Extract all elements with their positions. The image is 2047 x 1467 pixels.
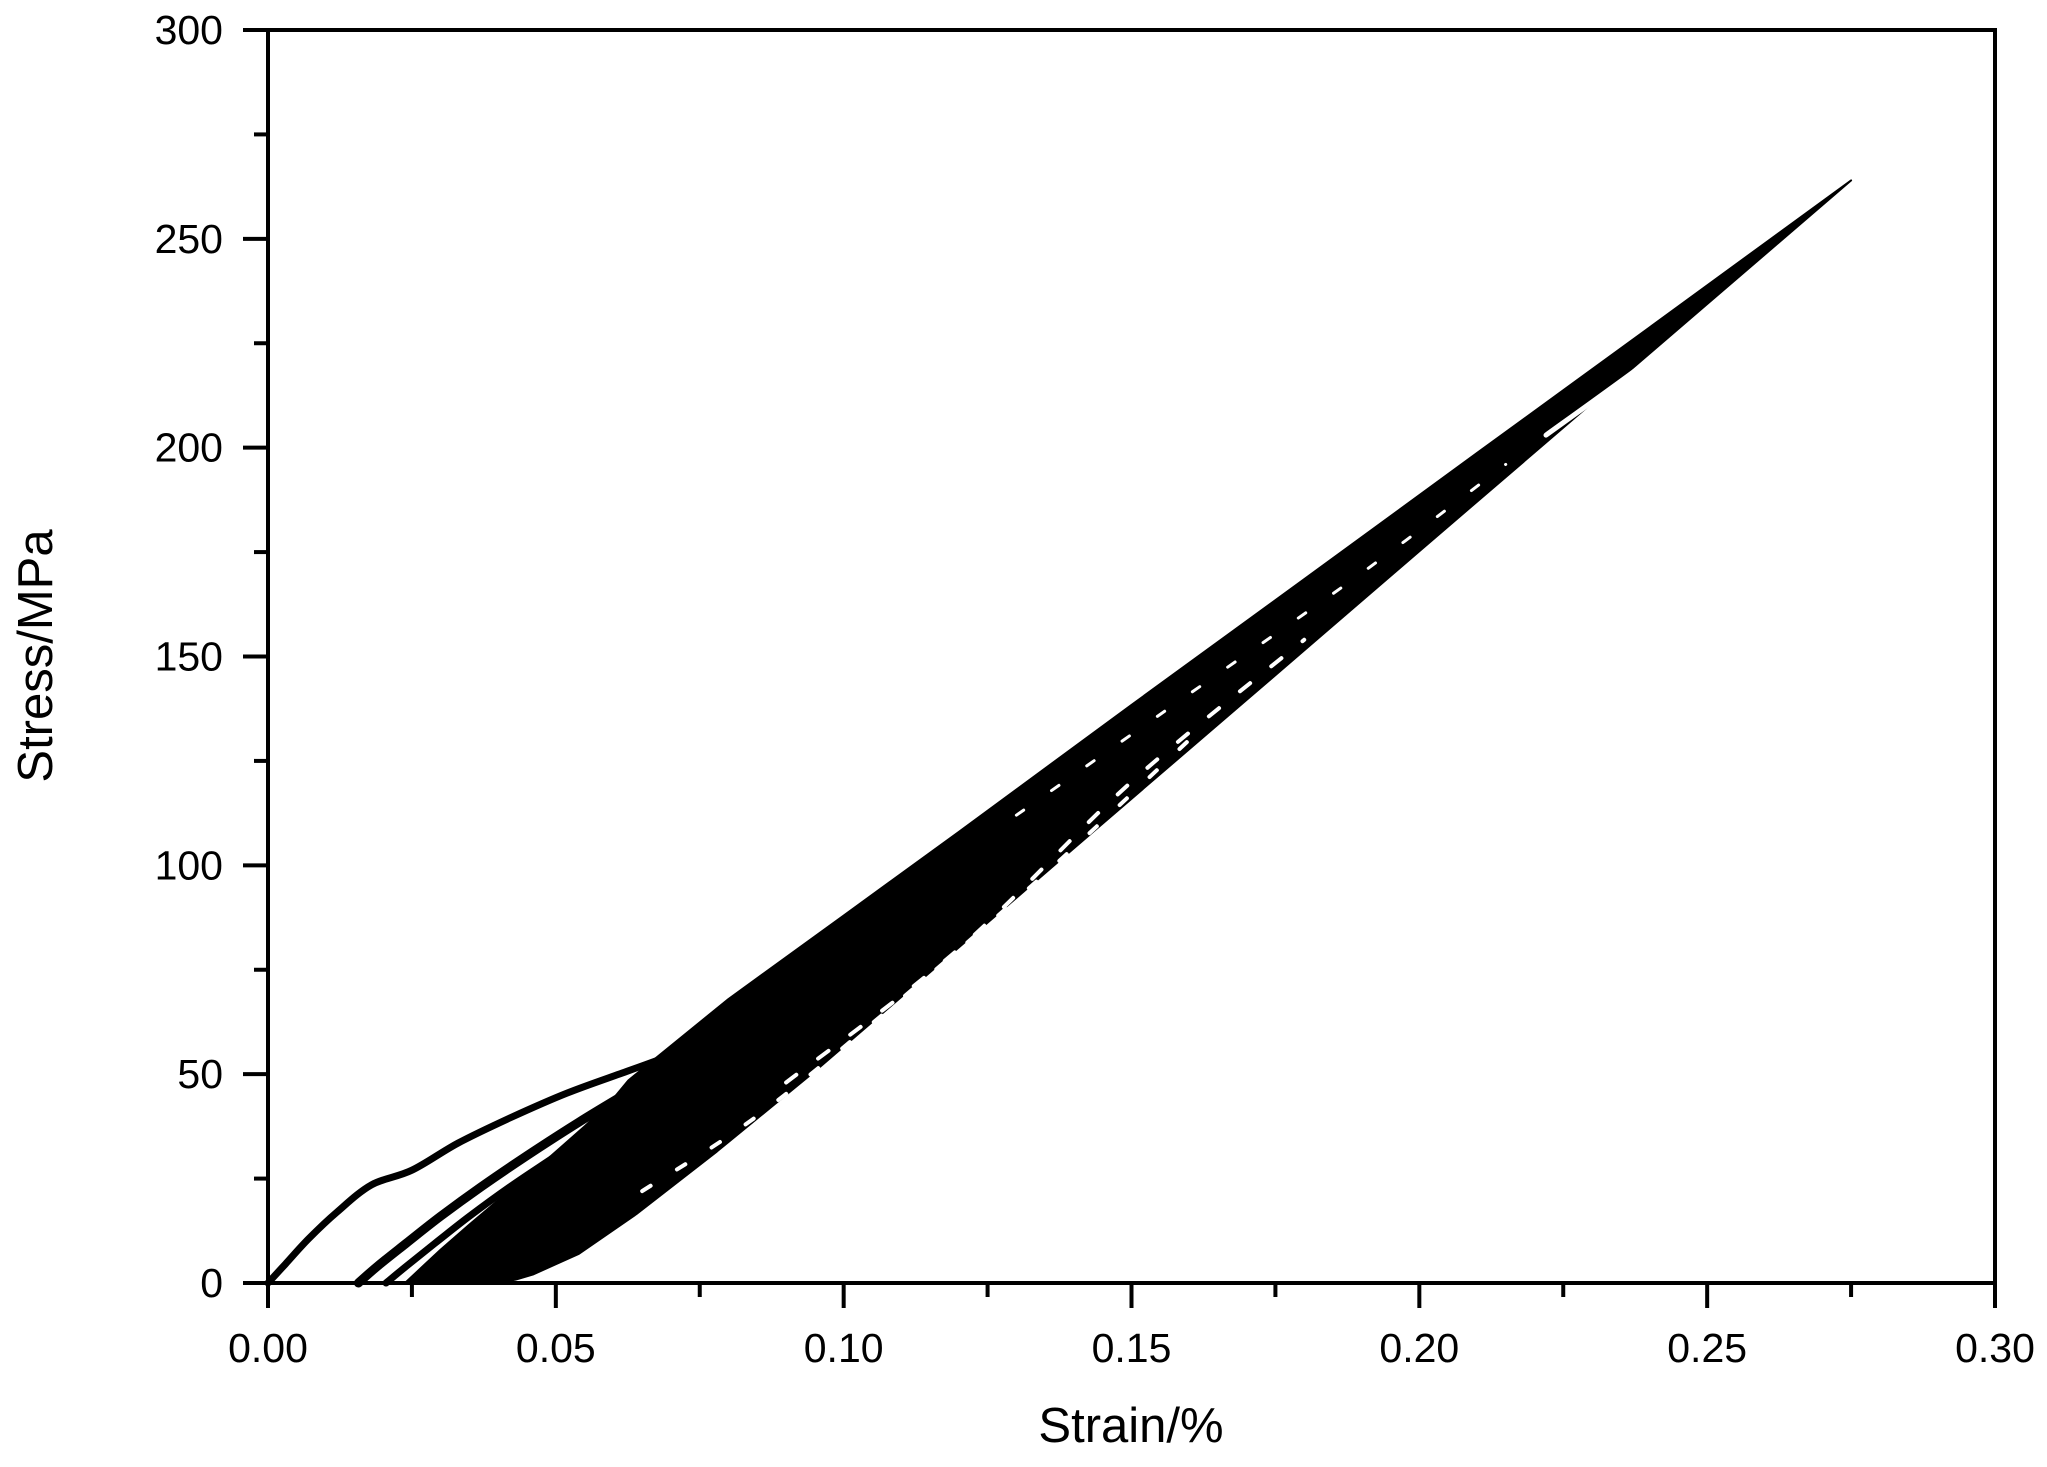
y-tick-label: 0 — [200, 1260, 223, 1306]
x-tick-label: 0.25 — [1667, 1325, 1747, 1371]
loop-separation-streak-near-tip — [1543, 219, 1828, 438]
loop-separation-streak-mid-2 — [640, 738, 1192, 1194]
x-tick-label: 0.05 — [516, 1325, 596, 1371]
y-tick-label: 150 — [155, 634, 223, 680]
first-cycle-unload-reload-loop — [353, 1036, 722, 1288]
loop-separation-notch-at-merge — [588, 1072, 631, 1100]
axes-layer: 0.00 0.05 0.10 0.15 0.20 0.25 0.30 0 50 100 150 200… — [155, 7, 2035, 1371]
x-tick-label: 0.15 — [1092, 1325, 1172, 1371]
x-tick-label: 0.30 — [1955, 1325, 2035, 1371]
plot-series-layer — [264, 179, 1853, 1288]
second-cycle-unload-reload-loop — [382, 1129, 594, 1287]
x-axis-title: Strain/% — [1038, 1399, 1223, 1453]
x-tick-label: 0.10 — [804, 1325, 884, 1371]
x-tick-label: 0.00 — [228, 1325, 308, 1371]
initial-loading-curve — [264, 1047, 686, 1287]
hysteresis-loop-band — [404, 179, 1853, 1284]
y-axis-title: Stress/MPa — [9, 529, 63, 783]
y-tick-label: 50 — [177, 1051, 223, 1097]
y-tick-label: 250 — [155, 216, 223, 262]
loop-separation-streak-upper — [1014, 462, 1508, 817]
x-tick-label: 0.20 — [1379, 1325, 1459, 1371]
y-tick-label: 200 — [155, 425, 223, 471]
y-tick-label: 100 — [155, 842, 223, 888]
y-tick-label: 300 — [155, 7, 223, 53]
